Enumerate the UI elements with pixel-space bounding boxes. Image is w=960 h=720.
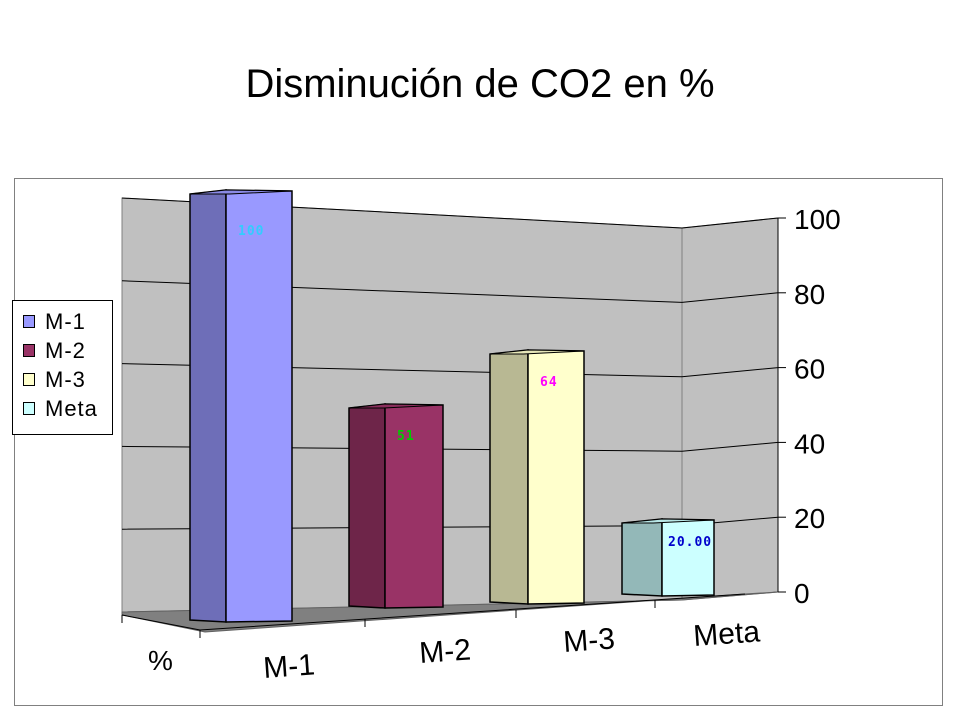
legend-swatch: [23, 373, 35, 386]
bar-m-2: [348, 403, 444, 609]
bar-m-3: [489, 349, 585, 605]
gridline: [121, 280, 779, 303]
legend-item-m-1: M-1: [13, 307, 112, 336]
x-tick-label-meta: Meta: [692, 615, 761, 653]
y-tick-label: 60: [794, 354, 825, 385]
y-tick-label: 100: [794, 204, 841, 235]
bar-top: [348, 403, 444, 409]
chart-legend: M-1 M-2 M-3 Meta: [12, 300, 113, 435]
bar-top: [489, 349, 585, 355]
data-label-m-3: 64: [540, 375, 558, 390]
gridline: [121, 363, 779, 378]
legend-item-meta: Meta: [13, 394, 112, 423]
bar-m-1: [189, 189, 293, 623]
bar-side: [621, 518, 663, 597]
legend-label: M-3: [45, 366, 86, 392]
legend-swatch: [23, 315, 35, 328]
legend-label: M-1: [45, 308, 86, 334]
bar-front: [661, 518, 715, 597]
data-label-meta: 20.00: [668, 535, 712, 550]
bar-meta: [621, 518, 715, 597]
bar-top: [621, 518, 715, 524]
chart-title: Disminución de CO2 en %: [245, 62, 715, 106]
x-tick-label-m-3: M-3: [562, 622, 616, 659]
gridline: [121, 197, 779, 229]
y-tick-label: 80: [794, 279, 825, 310]
bar-front: [225, 189, 293, 623]
y-tick-label: 40: [794, 428, 825, 459]
x-axis-percent-label: %: [148, 645, 173, 676]
bar-side: [348, 403, 386, 609]
legend-item-m-3: M-3: [13, 365, 112, 394]
bar-side: [189, 189, 227, 623]
legend-label: Meta: [45, 395, 98, 421]
legend-swatch: [23, 344, 35, 357]
legend-swatch: [23, 402, 35, 415]
legend-item-m-2: M-2: [13, 336, 112, 365]
legend-label: M-2: [45, 337, 86, 363]
gridline: [121, 441, 779, 452]
y-tick-label: 20: [794, 503, 825, 534]
data-label-m-2: 51: [397, 429, 415, 444]
x-tick-label-m-2: M-2: [418, 633, 472, 670]
x-tick-label-m-1: M-1: [262, 648, 316, 685]
bar-side: [489, 349, 529, 605]
bar-top: [189, 189, 293, 195]
data-label-m-1: 100: [238, 224, 264, 239]
y-tick-label: 0: [794, 578, 810, 609]
